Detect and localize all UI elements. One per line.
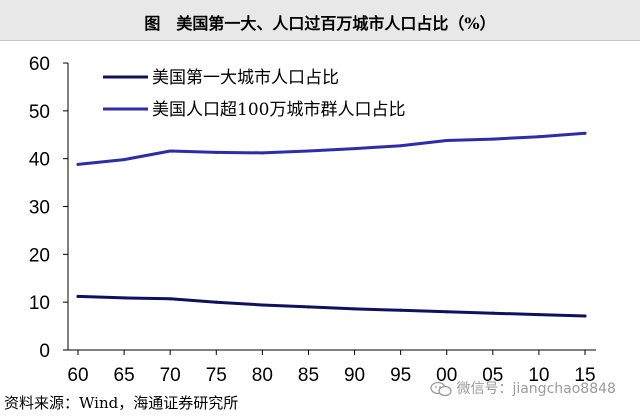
series-line-2 — [76, 131, 587, 166]
data-point — [583, 314, 587, 318]
y-tick-label: 0 — [39, 341, 50, 362]
data-point — [76, 294, 80, 298]
x-tick-label: 85 — [298, 365, 319, 386]
data-point — [306, 305, 310, 309]
data-point — [399, 308, 403, 312]
data-point — [168, 149, 172, 153]
data-point — [168, 297, 172, 301]
data-point — [306, 149, 310, 153]
x-tick-label: 60 — [67, 365, 88, 386]
x-tick-label: 75 — [206, 365, 227, 386]
x-tick-label: 15 — [574, 365, 595, 386]
data-point — [76, 162, 80, 166]
axes: 0 10 20 30 40 50 60 60 65 70 75 80 85 90 95 00 05 10 15 — [29, 54, 596, 386]
y-tick-label: 50 — [29, 102, 50, 123]
title-bar: 图 美国第一大、人口过百万城市人口占比（%） — [0, 0, 640, 41]
watermark-text: 微信号：jiangchao8848 — [456, 381, 616, 397]
data-point — [122, 296, 126, 300]
x-tick-label: 00 — [436, 365, 457, 386]
y-tick-label: 60 — [29, 54, 50, 75]
x-tick-label: 90 — [344, 365, 365, 386]
data-point — [214, 150, 218, 154]
data-point — [399, 144, 403, 148]
data-point — [260, 303, 264, 307]
x-tick-label: 05 — [482, 365, 503, 386]
legend-label-2: 美国人口超100万城市群人口占比 — [152, 100, 405, 120]
y-tick-label: 10 — [29, 293, 50, 314]
data-point — [491, 137, 495, 141]
x-tick-label: 65 — [114, 365, 135, 386]
watermark: 微信号：jiangchao8848 — [430, 378, 616, 398]
data-point — [353, 147, 357, 151]
y-tick-label: 30 — [29, 198, 50, 219]
y-tick-label: 20 — [29, 245, 50, 266]
series-lines — [76, 131, 587, 318]
x-tick-label: 80 — [252, 365, 273, 386]
y-tick-label: 40 — [29, 150, 50, 171]
legend-label-1: 美国第一大城市人口占比 — [152, 68, 339, 88]
data-point — [537, 313, 541, 317]
wechat-icon — [430, 381, 452, 397]
data-point — [214, 300, 218, 304]
chart-title: 图 美国第一大、人口过百万城市人口占比（%） — [144, 14, 496, 33]
data-point — [491, 311, 495, 315]
data-point — [122, 158, 126, 162]
data-point — [583, 131, 587, 135]
data-point — [353, 307, 357, 311]
data-point — [260, 151, 264, 155]
data-point — [445, 310, 449, 314]
data-point — [537, 135, 541, 139]
x-tick-label: 70 — [160, 365, 181, 386]
x-tick-label: 95 — [390, 365, 411, 386]
series-line-1 — [76, 294, 587, 318]
x-tick-label: 10 — [528, 365, 549, 386]
source-note: 资料来源：Wind，海通证券研究所 — [4, 394, 239, 412]
data-point — [445, 138, 449, 142]
